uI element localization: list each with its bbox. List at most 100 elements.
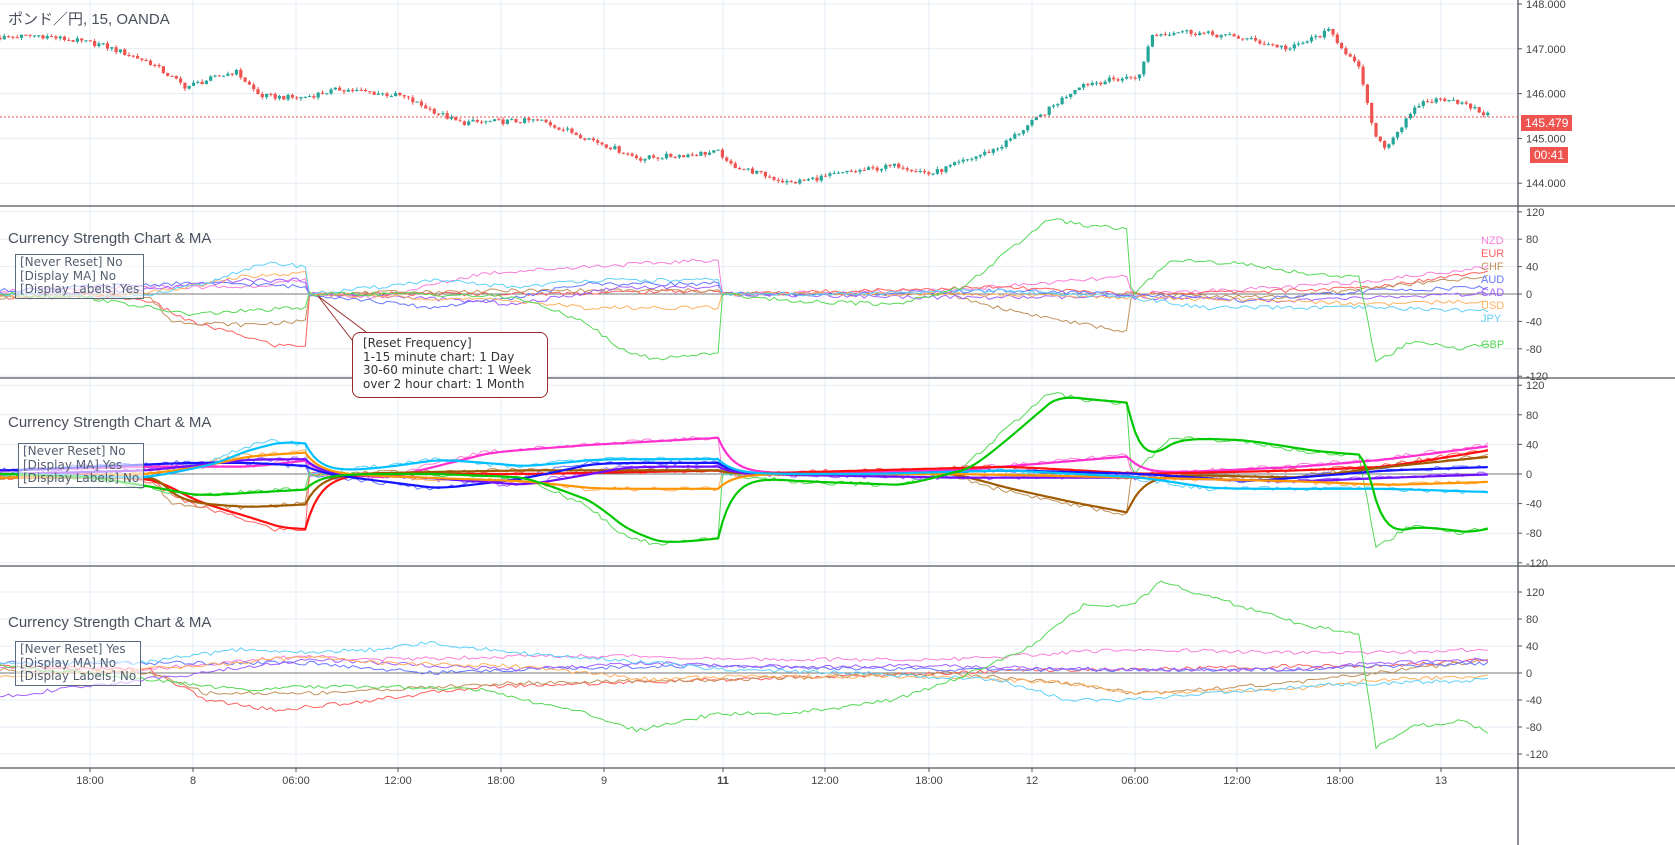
currency-label-cad: CAD: [1481, 287, 1504, 299]
candle-up: [953, 162, 957, 166]
candle-down: [742, 169, 746, 171]
strength-line-usd: [0, 271, 1488, 311]
strength-axis-label: 120: [1526, 587, 1544, 599]
candle-up: [1142, 61, 1146, 75]
candle-up: [1322, 30, 1326, 38]
candle-down: [295, 97, 299, 99]
candle-down: [93, 41, 97, 47]
candle-down: [695, 154, 699, 156]
currency-label-jpy: JPY: [1481, 313, 1502, 325]
candle-down: [617, 146, 621, 153]
candle-up: [329, 89, 333, 94]
callout-line: 1-15 minute chart: 1 Day: [363, 349, 515, 364]
setting-line: [Display MA] Yes: [23, 457, 123, 472]
candle-down: [557, 127, 561, 130]
candle-down: [136, 56, 140, 59]
candle-up: [204, 80, 208, 84]
candle-up: [75, 38, 79, 42]
candle-up: [811, 177, 815, 180]
candle-up: [531, 119, 535, 121]
candle-up: [755, 171, 759, 174]
candle-down: [583, 138, 587, 140]
candle-down: [359, 89, 363, 91]
candle-down: [1116, 79, 1120, 81]
candle-up: [686, 154, 690, 158]
candle-up: [1004, 140, 1008, 147]
candle-down: [781, 180, 785, 183]
time-axis-label: 06:00: [282, 775, 310, 787]
candle-down: [548, 122, 552, 126]
candle-up: [540, 119, 544, 121]
candle-down: [11, 36, 15, 38]
candle-up: [97, 43, 101, 47]
candle-down: [987, 151, 991, 153]
candle-down: [763, 171, 767, 177]
candle-down: [269, 93, 273, 95]
candle-down: [578, 135, 583, 139]
candle-up: [983, 151, 987, 155]
candle-down: [372, 91, 376, 95]
time-axis-label: 8: [190, 775, 196, 787]
candle-down: [1370, 102, 1374, 123]
candle-down: [514, 119, 518, 123]
candle-down: [41, 35, 45, 39]
strength-axis-label: 40: [1526, 439, 1538, 451]
candle-down: [905, 168, 909, 170]
never-reset-line-nzd: [0, 647, 1488, 673]
candle-up: [1219, 35, 1223, 38]
candle-up: [118, 49, 122, 53]
candle-down: [247, 81, 251, 85]
candle-up: [1069, 93, 1073, 98]
candle-down: [871, 167, 875, 169]
candle-up: [1460, 102, 1464, 104]
candle-down: [733, 163, 737, 169]
candle-up: [187, 85, 191, 89]
candle-down: [1357, 61, 1361, 67]
candle-down: [458, 120, 462, 122]
candle-up: [965, 159, 970, 161]
candle-up: [991, 149, 995, 153]
candle-down: [402, 95, 406, 97]
candle-down: [445, 113, 449, 119]
candle-down: [432, 108, 436, 114]
never-reset-line-jpy: [0, 641, 1488, 703]
candle-down: [604, 144, 608, 148]
candle-up: [213, 75, 217, 77]
candle-down: [535, 119, 540, 121]
candle-down: [1099, 82, 1103, 85]
candle-up: [1387, 144, 1391, 148]
candle-up: [471, 119, 475, 122]
candle-down: [729, 160, 733, 164]
candle-down: [454, 116, 458, 121]
candle-down: [591, 138, 595, 141]
strength-axis-label: -40: [1526, 695, 1542, 707]
setting-line: [Never Reset] No: [23, 444, 126, 458]
never-reset-line-chf: [0, 658, 1489, 696]
candle-up: [1107, 77, 1111, 82]
candle-up: [944, 166, 948, 172]
candle-down: [480, 121, 484, 123]
candle-up: [978, 154, 982, 157]
never-reset-line-eur: [0, 658, 1488, 712]
candle-up: [1327, 28, 1331, 31]
candle-up: [523, 118, 527, 123]
strength-axis-label: 0: [1526, 469, 1532, 481]
time-axis-label: 18:00: [1326, 775, 1354, 787]
candle-up: [828, 173, 832, 176]
candle-up: [1198, 32, 1202, 36]
candle-up: [867, 167, 871, 170]
candle-down: [1464, 102, 1468, 104]
candle-up: [1176, 32, 1180, 34]
candle-down: [776, 179, 780, 181]
symbol-title: ポンド／円, 15, OANDA: [8, 11, 170, 28]
candle-down: [1331, 28, 1335, 35]
candle-down: [1344, 48, 1348, 55]
candle-up: [1185, 30, 1189, 32]
candle-down: [897, 163, 901, 168]
candle-up: [1413, 107, 1417, 114]
setting-line: [Never Reset] No: [20, 255, 123, 269]
setting-line: [Display Labels] Yes: [20, 282, 140, 296]
candle-up: [1137, 74, 1142, 79]
candle-up: [664, 153, 669, 159]
